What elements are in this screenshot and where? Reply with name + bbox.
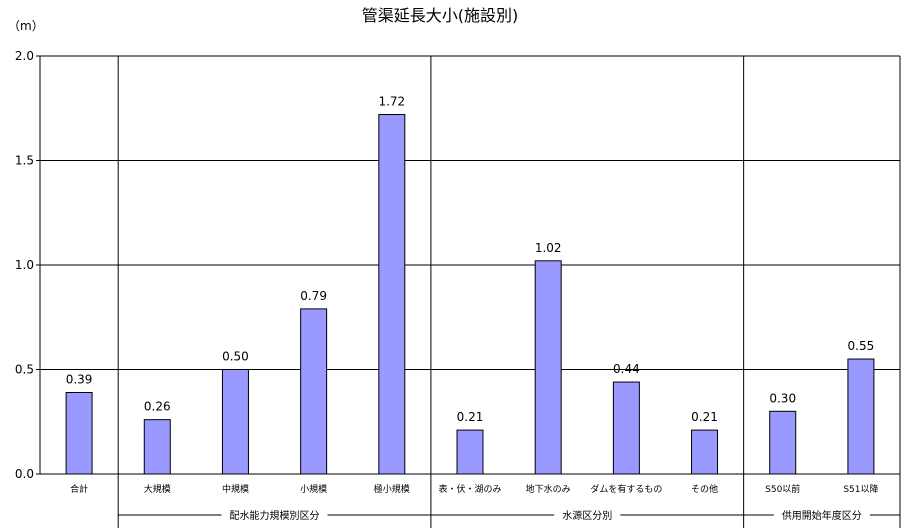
- bar-value-label: 0.79: [300, 289, 327, 303]
- category-label: 大規模: [144, 483, 171, 495]
- bar: [378, 114, 406, 475]
- category-label: その他: [691, 483, 718, 495]
- bar-value-label: 1.72: [378, 95, 405, 109]
- bar: [612, 381, 640, 475]
- bar-value-label: 0.50: [222, 350, 249, 364]
- y-tick-label: 2.0: [15, 49, 34, 63]
- bar: [300, 308, 328, 475]
- labels-layer: 0.0 0.5 1.0 1.5 2.0 0.39 合計 0.26 大規模 0.50 中規模 0.79 小…: [15, 49, 879, 522]
- bar-value-label: 1.02: [535, 241, 562, 255]
- bar-value-label: 0.39: [66, 372, 93, 386]
- bar: [534, 260, 562, 475]
- y-tick-label: 1.5: [15, 154, 34, 168]
- category-label: 表・伏・湖のみ: [438, 483, 501, 495]
- bar-value-label: 0.21: [691, 410, 718, 424]
- y-axis-unit: （m）: [8, 19, 44, 33]
- bar: [221, 369, 249, 475]
- bar-value-label: 0.44: [613, 362, 640, 376]
- bar: [65, 391, 93, 475]
- bar-value-label: 0.26: [144, 400, 171, 414]
- bars-layer: [65, 114, 875, 475]
- chart-title: 管渠延長大小(施設別): [362, 6, 519, 25]
- bar: [847, 358, 875, 475]
- group-label: 水源区分別: [562, 509, 612, 522]
- category-label: 中規模: [222, 483, 249, 495]
- group-label: 配水能力規模別区分: [230, 509, 320, 522]
- bar-value-label: 0.21: [457, 410, 484, 424]
- category-label: 合計: [70, 483, 88, 495]
- category-label: 極小規模: [374, 483, 410, 495]
- y-tick-label: 0.5: [15, 363, 34, 377]
- group-label: 供用開始年度区分: [782, 509, 862, 522]
- grid-layer: [36, 55, 901, 528]
- category-label: S50以前: [765, 483, 800, 495]
- bar-value-label: 0.55: [848, 339, 875, 353]
- category-label: ダムを有するもの: [590, 483, 662, 495]
- category-label: 小規模: [300, 484, 327, 495]
- bar-value-label: 0.30: [769, 391, 796, 405]
- bar: [691, 429, 719, 475]
- bar: [769, 410, 797, 475]
- y-tick-label: 0.0: [15, 467, 34, 481]
- category-label: S51以降: [843, 483, 878, 495]
- y-tick-label: 1.0: [15, 258, 34, 272]
- bar: [143, 419, 171, 475]
- category-label: 地下水のみ: [526, 483, 571, 495]
- bar: [456, 429, 484, 475]
